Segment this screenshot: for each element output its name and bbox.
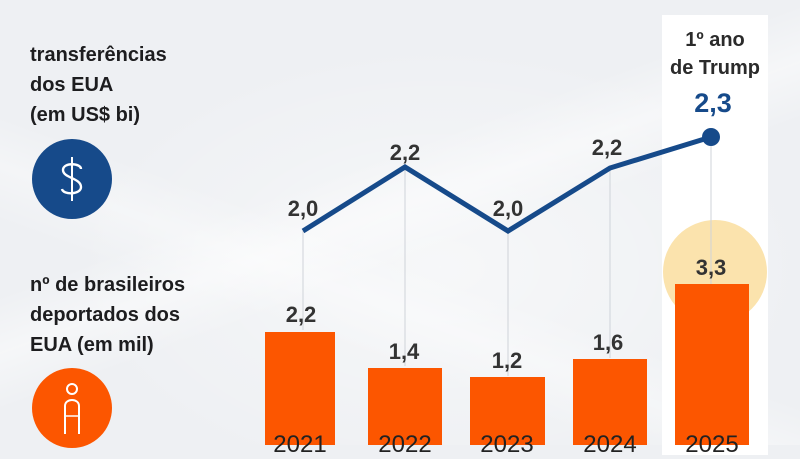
bar-value-label: 1,2 <box>491 348 523 373</box>
line-chart <box>301 128 720 376</box>
bar-value-label: 3,3 <box>695 255 727 280</box>
line-series-title: transferências dos EUA (em US$ bi) <box>30 40 167 130</box>
bar-value-label: 1,4 <box>388 339 420 364</box>
year-label: 2024 <box>583 431 637 458</box>
year-label: 2023 <box>480 431 534 458</box>
line-series-title-line: (em US$ bi) <box>30 104 141 126</box>
year-label: 2021 <box>273 431 327 458</box>
bar-2023 <box>470 377 545 445</box>
line-series-title-line: dos EUA <box>30 74 114 96</box>
line-value-label: 2,2 <box>591 135 623 160</box>
bar-2025 <box>675 284 749 445</box>
bar-2022 <box>368 368 442 445</box>
highlight-annotation-line: 1º ano <box>685 29 745 51</box>
bar-series-title: nº de brasileiros deportados dos EUA (em… <box>30 270 185 360</box>
highlight-annotation-line: de Trump <box>669 57 760 79</box>
bar-2021 <box>265 332 335 445</box>
year-label: 2022 <box>378 431 432 458</box>
bar-value-label: 1,6 <box>592 330 624 355</box>
bar-2024 <box>573 359 647 445</box>
line-value-label: 2,2 <box>389 140 421 165</box>
bar-series-title-line: nº de brasileiros <box>30 274 186 296</box>
line-value-label: 2,0 <box>287 196 319 221</box>
highlight-annotation: 1º ano de Trump <box>662 26 768 82</box>
dollar-icon <box>32 139 112 219</box>
line-series-title-line: transferências <box>30 44 167 66</box>
line-value-label: 2,0 <box>492 196 524 221</box>
person-icon <box>32 368 112 448</box>
year-label: 2025 <box>685 431 739 458</box>
highlight-line-value: 2,3 <box>694 88 732 118</box>
bar-value-label: 2,2 <box>285 302 317 327</box>
bar-series-title-line: deportados dos <box>30 304 181 326</box>
bar-series-title-line: EUA (em mil) <box>30 334 154 356</box>
